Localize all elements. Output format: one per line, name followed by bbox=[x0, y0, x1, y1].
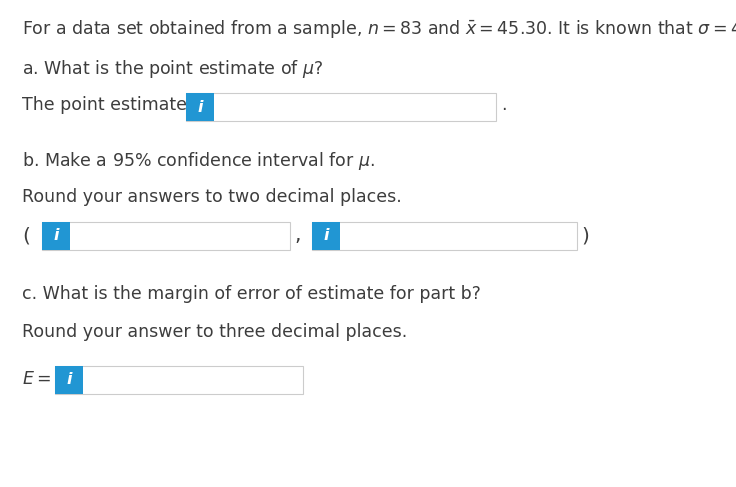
Text: $E =$: $E =$ bbox=[22, 370, 51, 388]
Bar bbox=[186, 93, 214, 121]
Text: For a data set obtained from a sample, $n = 83$ and $\bar{x} = 45.30$. It is kno: For a data set obtained from a sample, $… bbox=[22, 18, 736, 40]
Bar bbox=[312, 222, 340, 250]
Text: (: ( bbox=[22, 226, 30, 245]
Bar bbox=[55, 366, 303, 394]
Text: ,: , bbox=[294, 226, 300, 245]
Bar bbox=[42, 222, 290, 250]
Text: i: i bbox=[197, 99, 202, 114]
Text: i: i bbox=[66, 373, 71, 388]
Bar bbox=[55, 366, 83, 394]
Bar bbox=[312, 222, 577, 250]
Text: i: i bbox=[323, 228, 329, 244]
Text: i: i bbox=[53, 228, 59, 244]
Text: The point estimate is: The point estimate is bbox=[22, 96, 207, 114]
Text: .: . bbox=[501, 96, 506, 114]
Text: a. What is the point estimate of $\mu$?: a. What is the point estimate of $\mu$? bbox=[22, 58, 323, 80]
Text: Round your answers to two decimal places.: Round your answers to two decimal places… bbox=[22, 188, 402, 206]
Text: b. Make a 95% confidence interval for $\mu$.: b. Make a 95% confidence interval for $\… bbox=[22, 150, 375, 172]
Text: ): ) bbox=[581, 226, 589, 245]
Bar bbox=[42, 222, 70, 250]
Text: c. What is the margin of error of estimate for part b?: c. What is the margin of error of estima… bbox=[22, 285, 481, 303]
Text: Round your answer to three decimal places.: Round your answer to three decimal place… bbox=[22, 323, 407, 341]
Bar bbox=[186, 93, 496, 121]
